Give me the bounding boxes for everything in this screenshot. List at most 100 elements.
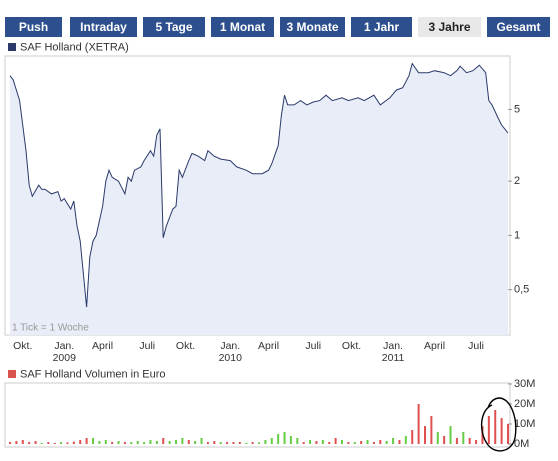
volume-bar xyxy=(53,443,56,444)
volume-bar xyxy=(334,438,337,444)
tab[interactable]: 3 Jahre xyxy=(418,17,481,37)
volume-bar xyxy=(40,443,43,444)
volume-bar xyxy=(136,441,139,444)
volume-bar xyxy=(494,410,497,444)
volume-bar xyxy=(9,442,11,444)
volume-bar xyxy=(341,440,343,444)
volume-bar xyxy=(468,438,471,444)
volume-bar xyxy=(187,440,190,444)
volume-bar xyxy=(462,432,465,444)
volume-bar xyxy=(47,442,50,444)
y-tick-label: 20M xyxy=(514,398,535,410)
volume-bar xyxy=(123,442,126,444)
x-tick-label: April xyxy=(258,340,280,352)
volume-bar xyxy=(226,442,229,444)
volume-bar xyxy=(270,438,273,444)
volume-bar xyxy=(28,442,31,444)
volume-bar xyxy=(21,440,24,444)
volume-bar xyxy=(347,442,350,444)
volume-bar xyxy=(487,416,490,444)
volume-bar xyxy=(213,441,216,444)
y-tick-label: 1 xyxy=(514,229,520,241)
volume-bar xyxy=(155,441,158,444)
volume-bar xyxy=(321,440,324,444)
tab[interactable]: 1 Jahr xyxy=(351,17,412,37)
volume-bar xyxy=(379,440,382,444)
volume-bar xyxy=(92,438,94,444)
volume-bar xyxy=(15,441,18,444)
volume-bar xyxy=(424,426,426,444)
y-tick-label: 2 xyxy=(514,175,520,187)
x-tick-label: Jan. 2011 xyxy=(381,340,405,364)
x-tick-label: Okt. xyxy=(341,340,362,352)
volume-bar xyxy=(315,441,318,444)
volume-bar xyxy=(219,442,222,444)
volume-bar xyxy=(66,442,69,444)
volume-bar xyxy=(328,442,331,444)
volume-bar xyxy=(143,442,146,444)
volume-bar xyxy=(366,440,369,444)
volume-bar xyxy=(289,436,292,444)
volume-bar xyxy=(309,440,312,444)
volume-bar xyxy=(500,418,503,444)
tab[interactable]: Push xyxy=(5,17,62,37)
x-tick-label: Jan. 2010 xyxy=(218,340,242,364)
volume-bar xyxy=(277,434,280,444)
x-tick-label: Okt. xyxy=(175,340,196,352)
volume-bar xyxy=(360,441,363,444)
volume-bar xyxy=(175,440,177,444)
x-tick-label: Juli xyxy=(468,340,484,352)
y-tick-label: 5 xyxy=(514,103,520,115)
x-tick-label: Juli xyxy=(305,340,322,352)
volume-bar xyxy=(72,441,75,444)
price-layer: 0,5 1 2 5 xyxy=(9,62,529,335)
y-tick-label: 0M xyxy=(514,438,529,450)
volume-bar xyxy=(372,442,375,444)
volume-bar xyxy=(130,442,133,444)
tab[interactable]: Intraday xyxy=(70,17,137,37)
volume-bar xyxy=(258,442,260,444)
volume-bar xyxy=(455,438,458,444)
volume-bar xyxy=(436,432,439,444)
y-tick-label: 10M xyxy=(514,418,535,430)
volume-bar xyxy=(206,442,209,444)
volume-bar xyxy=(385,441,388,444)
x-tick-label: Juli xyxy=(139,340,156,352)
x-tick-label: Jan. 2009 xyxy=(52,340,76,364)
volume-bar xyxy=(85,438,88,444)
volume-bar xyxy=(302,442,305,444)
volume-bar xyxy=(430,416,433,444)
volume-bar xyxy=(251,442,254,444)
volume-bar xyxy=(449,426,452,444)
volume-bar xyxy=(104,440,107,444)
x-tick-label: April xyxy=(424,340,446,352)
volume-bar xyxy=(392,438,395,444)
tab[interactable]: 5 Tage xyxy=(143,17,205,37)
legend-swatch xyxy=(8,43,16,51)
volume-bar xyxy=(168,441,171,444)
tab[interactable]: Gesamt xyxy=(487,17,550,37)
volume-bar xyxy=(200,438,203,444)
volume-bar xyxy=(398,440,401,444)
hand-drawn-circle xyxy=(481,397,517,452)
tab[interactable]: 3 Monate xyxy=(280,17,345,37)
volume-bar xyxy=(404,436,407,444)
volume-bar xyxy=(232,442,235,444)
volume-bar xyxy=(296,438,299,444)
x-tick-label: Okt. xyxy=(13,340,33,352)
volume-bar xyxy=(79,440,82,444)
volume-bar xyxy=(411,430,414,444)
area-fill xyxy=(10,63,508,335)
price-line xyxy=(9,62,509,308)
tab[interactable]: 1 Monat xyxy=(211,17,274,37)
x-tick-label: April xyxy=(92,340,114,352)
legend-label: SAF Holland (XETRA) xyxy=(20,41,129,53)
volume-layer: 0M 10M 20M 30M xyxy=(9,378,535,450)
volume-bar xyxy=(353,442,356,444)
volume-bar xyxy=(507,424,509,444)
volume-bar xyxy=(60,442,63,444)
volume-bar xyxy=(162,438,165,444)
volume-bar xyxy=(283,432,286,444)
volume-bar xyxy=(264,440,267,444)
